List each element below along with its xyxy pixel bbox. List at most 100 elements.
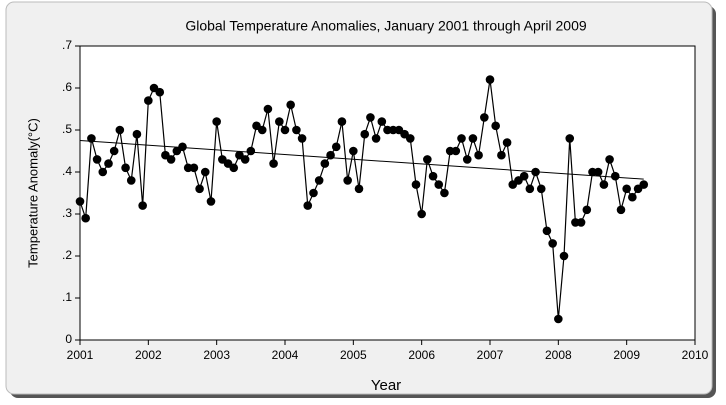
data-point — [405, 134, 415, 143]
data-point — [616, 205, 626, 215]
data-point — [462, 155, 472, 164]
data-point — [366, 113, 375, 122]
data-point — [423, 155, 432, 164]
data-point — [440, 188, 449, 198]
x-tick-label: 2010 — [682, 348, 709, 362]
data-point — [628, 192, 637, 202]
data-point — [451, 146, 461, 156]
y-tick-label: .3 — [62, 206, 72, 220]
y-tick-label: .6 — [62, 80, 72, 94]
data-point — [337, 117, 347, 126]
data-point — [502, 138, 512, 147]
data-point — [565, 134, 575, 143]
data-point — [343, 176, 352, 185]
data-point — [377, 117, 387, 126]
data-point — [81, 213, 90, 223]
y-tick-label: .4 — [62, 164, 72, 178]
y-tick-label: 0 — [65, 332, 72, 346]
data-point — [269, 159, 278, 168]
data-point — [240, 155, 250, 164]
data-point — [275, 117, 284, 126]
data-point — [314, 176, 324, 185]
data-point — [132, 129, 142, 139]
data-point — [297, 134, 307, 143]
chart-title: Global Temperature Anomalies, January 20… — [185, 18, 587, 34]
data-point — [542, 226, 552, 236]
data-point — [166, 155, 176, 164]
data-point — [554, 314, 563, 324]
trend-line — [79, 140, 644, 180]
y-tick-label: .7 — [62, 38, 72, 52]
data-point — [257, 125, 267, 135]
data-point — [178, 142, 187, 152]
data-point — [468, 134, 478, 143]
data-point — [428, 171, 438, 181]
data-point — [639, 180, 649, 189]
data-point — [229, 163, 239, 173]
data-point — [109, 146, 119, 156]
data-point — [309, 188, 318, 198]
data-point — [599, 180, 609, 189]
data-point — [536, 184, 546, 194]
data-point — [605, 155, 614, 164]
data-point — [246, 146, 256, 156]
data-line — [79, 79, 645, 320]
data-point — [286, 100, 295, 110]
data-point — [559, 251, 569, 261]
x-tick-label: 2004 — [272, 348, 299, 362]
data-point — [434, 180, 444, 189]
data-point — [622, 184, 631, 194]
y-tick-label: .5 — [62, 122, 72, 136]
data-point — [303, 201, 313, 210]
data-point — [349, 146, 358, 156]
data-point — [98, 167, 108, 177]
data-point — [292, 125, 301, 135]
data-point — [138, 201, 147, 210]
x-tick-label: 2006 — [408, 348, 435, 362]
data-point — [457, 134, 466, 143]
data-point — [610, 171, 620, 181]
data-point — [576, 218, 586, 227]
data-point — [280, 125, 290, 135]
y-tick-label: .1 — [62, 290, 72, 304]
data-point — [195, 184, 204, 194]
data-point — [115, 125, 125, 135]
data-point — [144, 96, 153, 105]
data-point — [200, 167, 210, 177]
data-point — [263, 104, 273, 114]
x-tick-label: 2003 — [203, 348, 230, 362]
x-axis-label: Year — [371, 377, 401, 394]
data-point — [189, 163, 199, 173]
data-point — [582, 205, 592, 215]
data-point — [75, 197, 85, 206]
data-point — [519, 171, 529, 181]
data-point — [360, 129, 370, 139]
data-point — [212, 117, 221, 126]
x-tick-label: 2008 — [545, 348, 572, 362]
data-point — [92, 155, 102, 164]
plot-area — [79, 45, 696, 341]
data-point — [548, 239, 557, 248]
y-tick-label: .2 — [62, 248, 72, 262]
data-point — [411, 180, 421, 189]
data-point — [417, 209, 426, 219]
data-point — [354, 184, 364, 194]
x-tick-label: 2007 — [477, 348, 504, 362]
y-axis-label: Temperature Anomaly(°C) — [25, 118, 40, 268]
x-tick-label: 2009 — [613, 348, 640, 362]
data-point — [155, 87, 165, 97]
data-point — [491, 121, 500, 131]
data-point — [485, 75, 495, 84]
data-point — [87, 134, 96, 143]
x-tick-label: 2005 — [340, 348, 367, 362]
data-point — [525, 184, 535, 194]
data-point — [480, 113, 489, 122]
data-point — [320, 159, 330, 168]
data-point — [371, 134, 381, 143]
x-tick-label: 2001 — [67, 348, 94, 362]
data-point — [126, 176, 136, 185]
data-point — [497, 150, 506, 160]
x-tick-label: 2002 — [135, 348, 162, 362]
data-point — [474, 150, 483, 160]
